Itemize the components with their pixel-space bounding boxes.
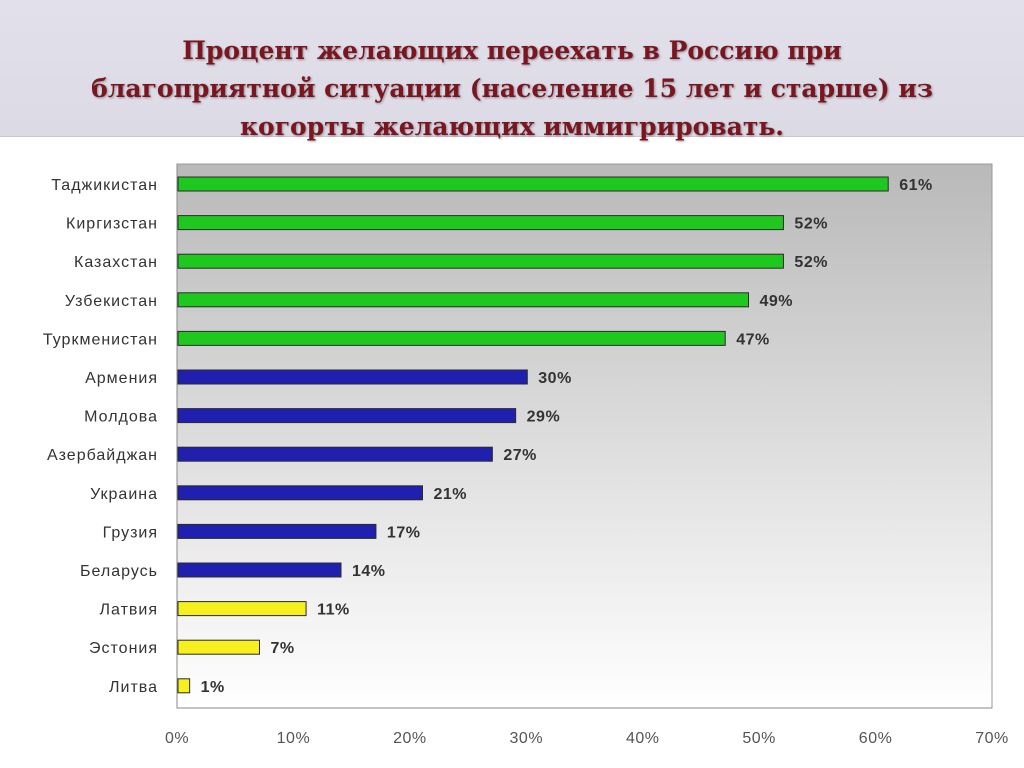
bar <box>177 639 260 655</box>
x-tick-label: 50% <box>742 730 776 747</box>
x-tick-label: 70% <box>975 730 1009 747</box>
bar <box>177 601 307 617</box>
bars-layer <box>177 176 889 694</box>
category-label: Казахстан <box>74 254 158 271</box>
category-labels: Таджикистан Киргизстан Казахстан Узбекистан… <box>43 177 158 696</box>
bar <box>177 253 784 269</box>
value-label: 11% <box>317 602 350 619</box>
category-label: Киргизстан <box>66 216 158 233</box>
bar <box>177 562 342 578</box>
value-label: 52% <box>794 216 828 233</box>
value-label: 30% <box>538 370 572 387</box>
bar-chart: Таджикистан Киргизстан Казахстан Узбекистан… <box>0 150 1024 768</box>
category-label: Литва <box>109 679 158 696</box>
title-line-1: Процент желающих переехать в Россию при <box>182 36 842 65</box>
category-label: Латвия <box>100 602 158 619</box>
x-tick-label: 40% <box>626 730 660 747</box>
title-line-2: благоприятной ситуации (население 15 лет… <box>91 74 933 103</box>
category-label: Грузия <box>103 524 158 541</box>
bar <box>177 292 749 308</box>
value-label: 21% <box>434 486 468 503</box>
bar <box>177 523 377 539</box>
value-label: 7% <box>271 640 295 657</box>
value-label: 14% <box>352 563 386 580</box>
chart-svg: Таджикистан Киргизстан Казахстан Узбекистан… <box>43 163 1009 747</box>
bar <box>177 485 423 501</box>
category-label: Узбекистан <box>65 293 158 310</box>
bar <box>177 369 528 385</box>
bar <box>177 176 889 192</box>
category-label: Азербайджан <box>47 447 158 464</box>
bar <box>177 408 517 424</box>
bar <box>177 678 191 694</box>
bar <box>177 446 493 462</box>
x-tick-label: 30% <box>510 730 544 747</box>
value-label: 61% <box>899 177 933 194</box>
value-label: 47% <box>736 331 770 348</box>
bar <box>177 215 784 231</box>
category-label: Эстония <box>89 640 158 657</box>
value-label: 17% <box>387 524 421 541</box>
x-tick-label: 10% <box>277 730 311 747</box>
category-label: Таджикистан <box>51 177 158 194</box>
x-tick-labels: 0% 10% 20% 30% 40% 50% 60% 70% <box>165 730 1009 747</box>
bar <box>177 330 726 346</box>
plot-area <box>176 163 993 709</box>
category-label: Армения <box>85 370 158 387</box>
page-title: Процент желающих переехать в Россию при … <box>40 32 984 146</box>
category-label: Молдова <box>84 409 158 426</box>
value-label: 49% <box>760 293 794 310</box>
x-tick-label: 60% <box>859 730 893 747</box>
category-label: Беларусь <box>80 563 158 580</box>
title-band: Процент желающих переехать в Россию при … <box>0 0 1024 141</box>
category-label: Туркменистан <box>43 331 158 348</box>
value-label: 1% <box>201 679 225 696</box>
value-labels: 61% 52% 52% 49% 47% 30% 29% 27% 21% 17% 14% 11% 7% 1% <box>201 177 933 696</box>
title-line-3: когорты желающих иммигрировать. <box>239 112 785 141</box>
x-tick-label: 0% <box>165 730 189 747</box>
category-label: Украина <box>90 486 158 503</box>
x-tick-label: 20% <box>393 730 427 747</box>
value-label: 52% <box>794 254 828 271</box>
value-label: 29% <box>527 409 561 426</box>
value-label: 27% <box>503 447 537 464</box>
